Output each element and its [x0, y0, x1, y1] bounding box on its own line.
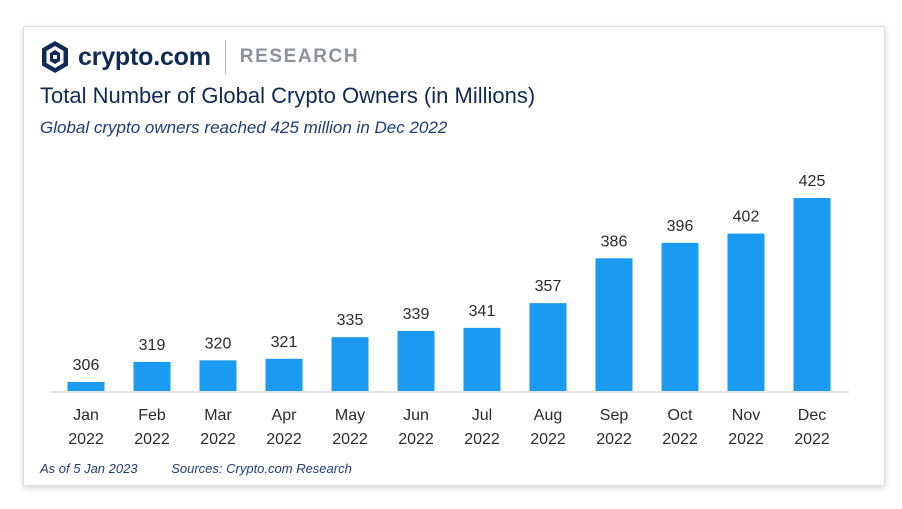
chart-subtitle: Global crypto owners reached 425 million…: [40, 118, 448, 137]
brand-section-label: RESEARCH: [239, 46, 360, 67]
bars-layer: [67, 198, 831, 391]
value-label-nov: 402: [733, 209, 760, 226]
value-label-jul: 341: [469, 303, 496, 320]
x-tick-label-oct: Oct 2022: [662, 407, 698, 448]
value-label-mar: 320: [205, 335, 232, 352]
bar-sep: [595, 258, 633, 391]
x-tick-label-jun: Jun 2022: [398, 407, 434, 448]
x-tick-label-dec: Dec 2022: [794, 407, 830, 448]
as-of-note: As of 5 Jan 2023: [40, 461, 138, 476]
sources-note: Sources: Crypto.com Research: [171, 461, 352, 476]
chart-title: Total Number of Global Crypto Owners (in…: [40, 83, 536, 108]
value-label-jan: 306: [73, 357, 100, 374]
value-label-aug: 357: [535, 278, 562, 295]
x-tick-label-jan: Jan 2022: [68, 407, 104, 448]
value-label-jun: 339: [403, 306, 430, 323]
x-tick-label-sep: Sep 2022: [596, 407, 632, 448]
bar-jan: [67, 382, 105, 391]
value-label-apr: 321: [271, 334, 298, 351]
bar-mar: [199, 360, 237, 391]
value-label-dec: 425: [799, 173, 826, 190]
brand-divider: [224, 40, 226, 74]
chart-card: crypto.com RESEARCH Total Number of Glob…: [23, 26, 885, 486]
bar-jun: [397, 330, 435, 391]
x-tick-labels-layer: Jan 2022 Feb 2022 Mar 2022 Apr 2022 May 2022 Jun 20…: [68, 407, 830, 448]
value-label-oct: 396: [667, 218, 694, 235]
value-label-feb: 319: [139, 337, 166, 354]
value-label-may: 335: [337, 312, 364, 329]
bar-apr: [265, 358, 303, 391]
x-tick-label-mar: Mar 2022: [200, 407, 236, 448]
chart-footer: As of 5 Jan 2023 Sources: Crypto.com Res…: [40, 461, 352, 476]
bar-chart-plot: 306 319 320 321 335 339 341 357 386 396 402 425 Jan…: [51, 173, 849, 448]
x-tick-label-apr: Apr 2022: [266, 407, 302, 448]
value-label-sep: 386: [601, 233, 628, 250]
x-tick-label-jul: Jul 2022: [464, 407, 500, 448]
bar-oct: [661, 242, 699, 391]
crypto-com-logo-icon: [42, 41, 68, 73]
x-tick-label-feb: Feb 2022: [134, 407, 170, 448]
bar-dec: [793, 198, 831, 391]
bar-feb: [133, 361, 171, 391]
x-tick-label-may: May 2022: [332, 407, 368, 448]
bar-aug: [529, 303, 567, 391]
brand-header: crypto.com RESEARCH: [40, 39, 359, 75]
x-tick-label-nov: Nov 2022: [728, 407, 764, 448]
x-tick-label-aug: Aug 2022: [530, 407, 566, 448]
value-labels-layer: 306 319 320 321 335 339 341 357 386 396 402 425: [73, 173, 826, 374]
bar-may: [331, 337, 369, 391]
brand-name: crypto.com: [78, 42, 211, 71]
bar-jul: [463, 327, 501, 391]
bar-nov: [727, 233, 765, 391]
